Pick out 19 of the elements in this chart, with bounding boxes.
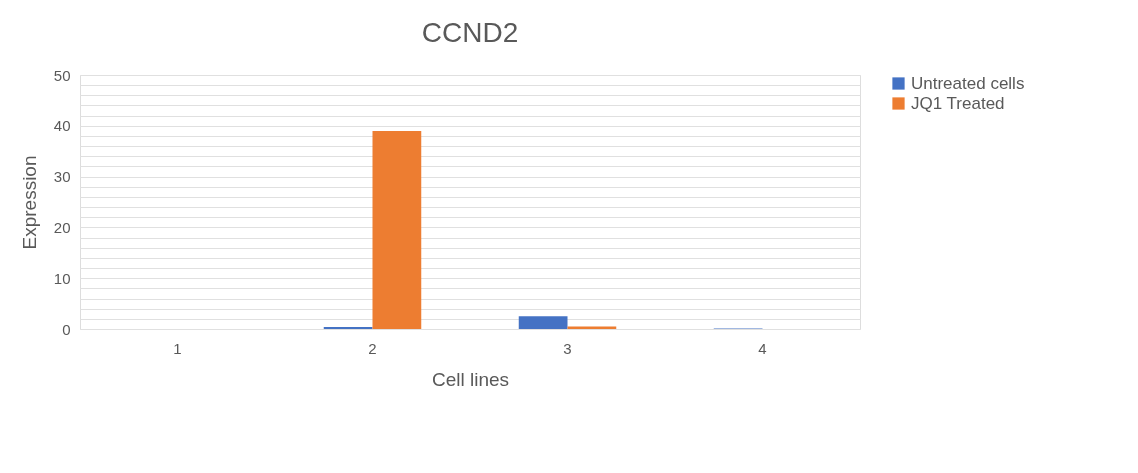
y-tick-label: 10: [53, 269, 71, 287]
y-tick-label: 50: [53, 66, 71, 84]
x-tick-label: 4: [758, 339, 767, 357]
y-tick-label: 30: [53, 168, 71, 186]
bar: [323, 326, 373, 329]
legend-label: JQ1 Treated: [911, 93, 1005, 113]
y-axis-title: Expression: [18, 155, 40, 250]
x-axis-title: Cell lines: [431, 368, 510, 390]
x-tick-label: 3: [563, 339, 572, 357]
bar: [518, 316, 568, 329]
y-tick-label: 0: [62, 320, 71, 338]
bar: [372, 130, 422, 329]
y-tick-label: 20: [53, 218, 71, 236]
x-tick-label: 1: [173, 339, 182, 357]
x-tick-label: 2: [368, 339, 377, 357]
y-tick-label: 40: [53, 117, 71, 135]
chart-title: CCND2: [421, 17, 519, 48]
bar: [567, 326, 617, 329]
legend-label: Untreated cells: [911, 73, 1025, 93]
